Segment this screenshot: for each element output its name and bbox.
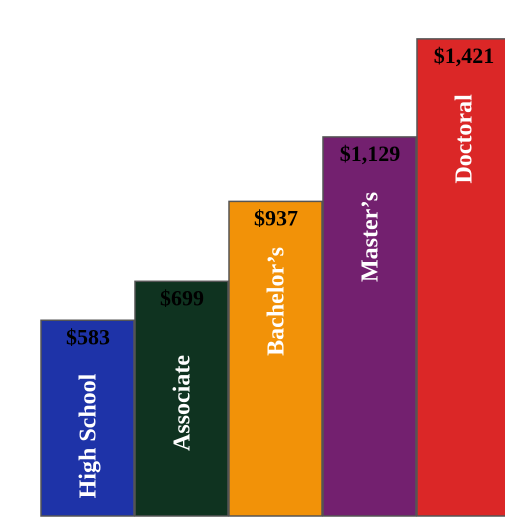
category-label-3: Bachelor’s: [264, 247, 290, 356]
bar-4: [322, 136, 417, 517]
category-label-2: Associate: [170, 355, 196, 451]
value-label-5: $1,421: [434, 43, 495, 68]
category-label-1: High School: [76, 373, 102, 498]
value-label-1: $583: [66, 324, 110, 349]
value-label-2: $699: [160, 285, 204, 310]
value-label-3: $937: [254, 205, 298, 230]
bars-group: [40, 38, 505, 517]
bar-1: [40, 319, 135, 517]
labels-group: $583 High School $699 Associate $937 Bachelor…: [66, 43, 494, 498]
bar-2: [134, 280, 229, 517]
category-label-5: Doctoral: [452, 94, 478, 184]
category-label-4: Master’s: [358, 192, 384, 282]
bar-5: [416, 38, 505, 517]
bar-3: [228, 200, 323, 517]
value-label-4: $1,129: [340, 141, 401, 166]
